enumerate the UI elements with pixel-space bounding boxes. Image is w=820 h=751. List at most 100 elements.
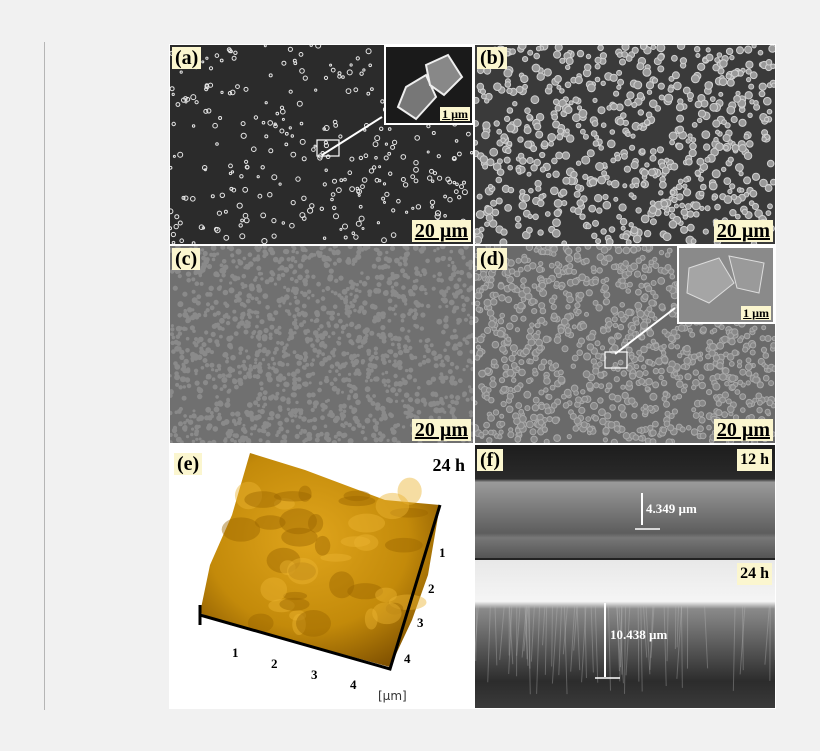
texture-grain [183,96,188,101]
texture-grain [330,350,336,356]
texture-grain [241,302,246,307]
texture-grain [351,363,356,368]
texture-grain [451,414,455,418]
texture-grain [376,221,380,225]
texture-grain [713,136,719,143]
texture-grain [471,301,473,305]
texture-grain [669,273,676,280]
texture-grain [700,183,707,191]
texture-grain [290,134,295,138]
texture-grain [566,434,572,440]
texture-grain [364,123,369,128]
texture-grain [178,385,183,390]
texture-grain [297,354,304,361]
texture-grain [384,142,388,146]
column-streak [649,604,654,670]
texture-grain [265,371,272,378]
panel-d-label: (d) [477,248,508,270]
texture-grain [495,197,503,205]
texture-grain [194,100,199,105]
texture-grain [564,327,572,334]
texture-grain [468,387,473,394]
texture-grain [252,257,257,262]
texture-grain [380,264,386,270]
texture-grain [333,377,338,382]
column-streak [607,604,611,691]
texture-grain [565,57,574,66]
texture-grain [201,60,205,64]
texture-grain [488,320,496,328]
texture-grain [350,360,355,364]
texture-grain [647,424,654,431]
column-streak [742,604,744,671]
texture-grain [622,183,628,189]
texture-grain [445,176,451,183]
texture-grain [646,359,654,366]
texture-grain [362,311,367,315]
x-tick: 4 [350,677,357,692]
texture-grain [375,248,380,253]
texture-grain [553,434,561,443]
texture-grain [595,162,605,171]
column-streak [551,604,553,667]
texture-grain [610,438,618,443]
texture-grain [349,389,354,394]
texture-grain [456,270,460,275]
texture-grain [332,205,337,211]
texture-grain [492,409,500,416]
texture-grain [640,168,649,177]
texture-grain [372,418,377,423]
texture-grain [676,125,685,134]
texture-grain [183,414,187,418]
texture-grain [198,224,205,230]
texture-grain [467,313,470,317]
texture-grain [640,321,648,330]
texture-grain [387,384,391,388]
texture-grain [286,372,291,377]
texture-grain [268,395,274,401]
texture-grain [702,57,708,64]
texture-grain [705,53,714,62]
texture-grain [664,93,674,103]
afm-grain [260,577,288,602]
texture-grain [259,246,263,249]
panel-e-afm-image: (e) 24 h 1 2 3 4 1 2 3 4 [µm] [170,445,473,708]
texture-grain [446,286,451,291]
texture-grain [374,427,379,432]
texture-grain [457,319,461,323]
texture-grain [515,167,522,174]
texture-grain [243,323,249,329]
texture-grain [658,94,665,101]
texture-grain [245,165,250,170]
texture-grain [636,92,645,100]
texture-grain [234,384,239,390]
texture-grain [255,315,260,319]
texture-grain [646,89,653,95]
texture-grain [379,405,386,412]
texture-grain [728,361,735,367]
texture-grain [486,309,495,317]
texture-grain [264,279,270,285]
texture-grain [257,361,263,367]
texture-grain [631,101,638,109]
texture-grain [311,358,315,362]
texture-grain [538,302,546,310]
texture-grain [577,291,585,299]
texture-grain [722,133,731,143]
texture-grain [393,359,397,363]
texture-grain [349,301,353,305]
texture-grain [327,335,331,339]
texture-grain [342,409,347,414]
texture-grain [726,78,735,87]
texture-grain [302,439,306,443]
texture-grain [419,326,425,331]
texture-grain [469,316,473,320]
texture-grain [478,369,486,378]
texture-grain [602,200,612,210]
texture-grain [337,373,341,377]
texture-grain [349,292,353,296]
texture-grain [668,220,678,229]
texture-grain [610,306,619,314]
texture-grain [390,387,396,393]
texture-grain [648,259,655,266]
